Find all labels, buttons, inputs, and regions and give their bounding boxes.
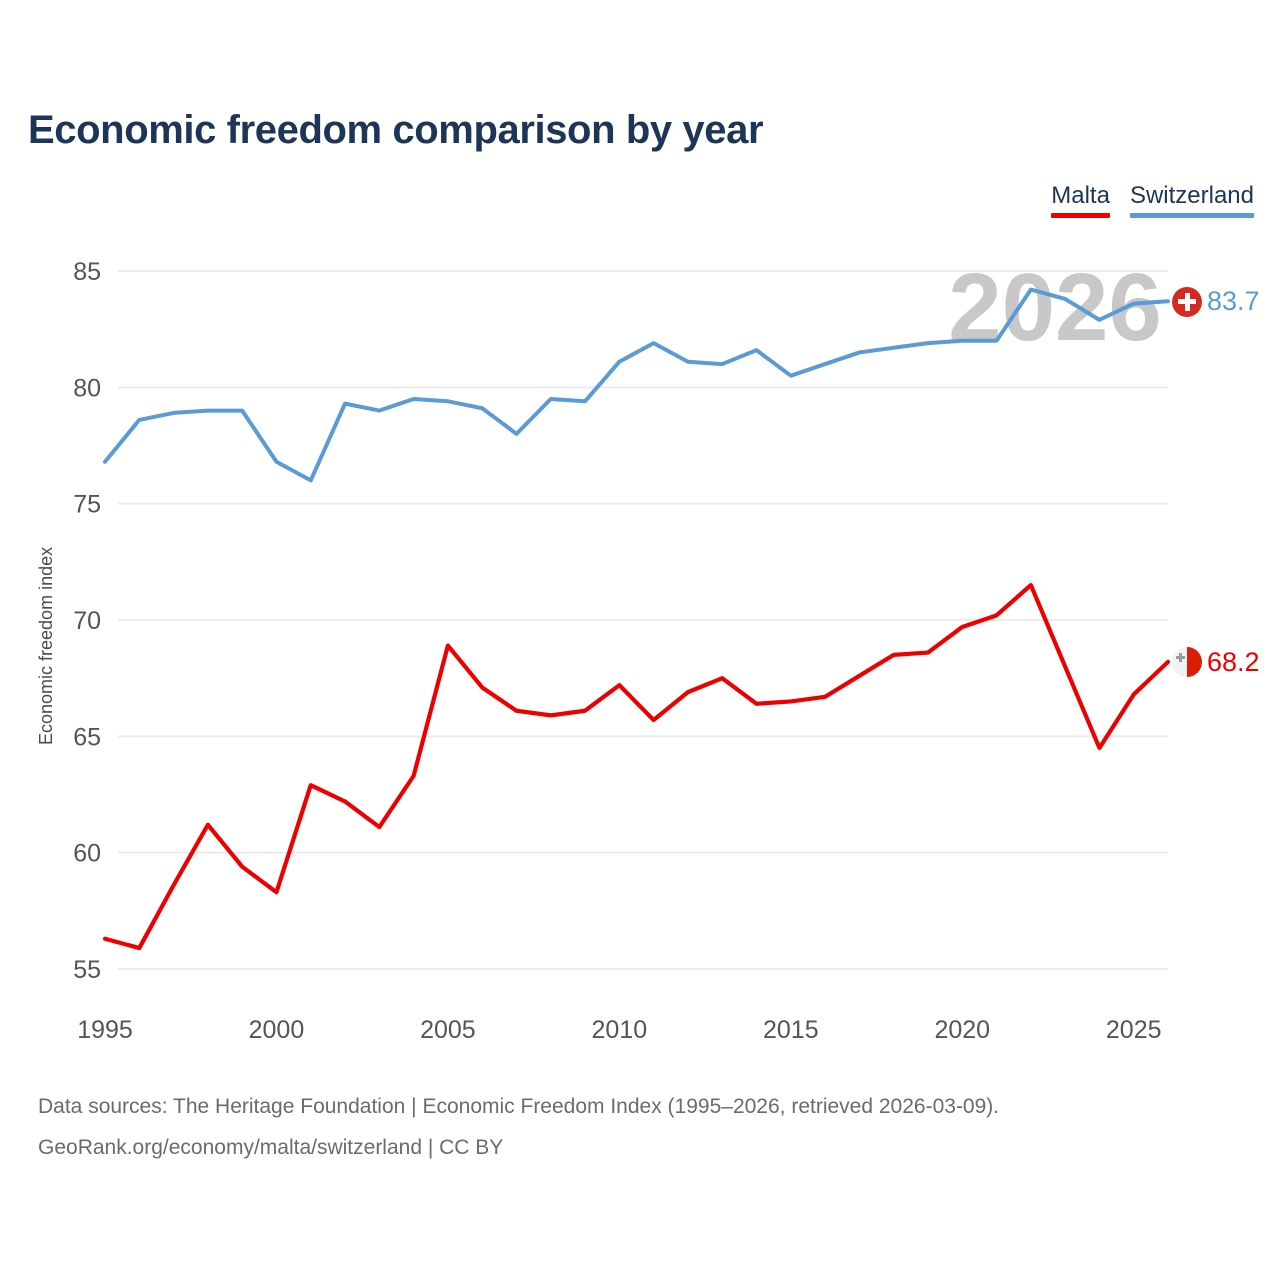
x-axis-tick-label: 2010 <box>592 1016 648 1044</box>
y-axis-title: Economic freedom index <box>36 547 56 745</box>
legend-label-switzerland: Switzerland <box>1129 182 1254 209</box>
x-axis-tick-label: 2005 <box>420 1016 476 1044</box>
y-axis-tick-label: 80 <box>73 374 101 402</box>
x-axis-tick-label: 1995 <box>77 1016 133 1044</box>
malta-flag-icon <box>1172 647 1202 678</box>
x-axis-tick-label: 2025 <box>1106 1016 1162 1044</box>
switzerland-flag-icon <box>1172 286 1202 317</box>
legend-color-swatch-switzerland <box>1129 213 1254 218</box>
legend-color-swatch-malta <box>1051 213 1110 218</box>
y-axis-tick-label: 70 <box>73 607 101 635</box>
series-line-switzerland[interactable] <box>103 287 1170 483</box>
end-label-malta: 68.2 <box>1172 647 1260 678</box>
legend-item-malta[interactable]: Malta <box>1051 182 1110 218</box>
end-label-switzerland: 83.7 <box>1172 286 1260 317</box>
legend-item-switzerland[interactable]: Switzerland <box>1129 182 1254 218</box>
footer-line-sources: Data sources: The Heritage Foundation | … <box>38 1095 1000 1118</box>
chart-legend: Malta Switzerland <box>1051 182 1254 218</box>
y-axis-tick-label: 75 <box>73 491 101 519</box>
end-value-malta: 68.2 <box>1207 646 1260 677</box>
y-axis-tick-label: 60 <box>73 840 101 868</box>
x-axis-tick-label: 2020 <box>934 1016 990 1044</box>
footer-line-attribution: GeoRank.org/economy/malta/switzerland | … <box>38 1136 504 1159</box>
end-value-switzerland: 83.7 <box>1207 286 1260 317</box>
page-title: Economic freedom comparison by year <box>28 108 764 152</box>
legend-label-malta: Malta <box>1051 182 1110 209</box>
y-axis-tick-label: 65 <box>73 723 101 751</box>
y-axis-tick-label: 55 <box>73 956 101 984</box>
chart-footer: Data sources: The Heritage Foundation | … <box>38 1086 999 1168</box>
x-axis-tick-label: 2000 <box>249 1016 305 1044</box>
x-axis-tick-label: 2015 <box>763 1016 819 1044</box>
series-line-malta[interactable] <box>102 582 1171 951</box>
y-axis-tick-label: 85 <box>73 258 101 286</box>
